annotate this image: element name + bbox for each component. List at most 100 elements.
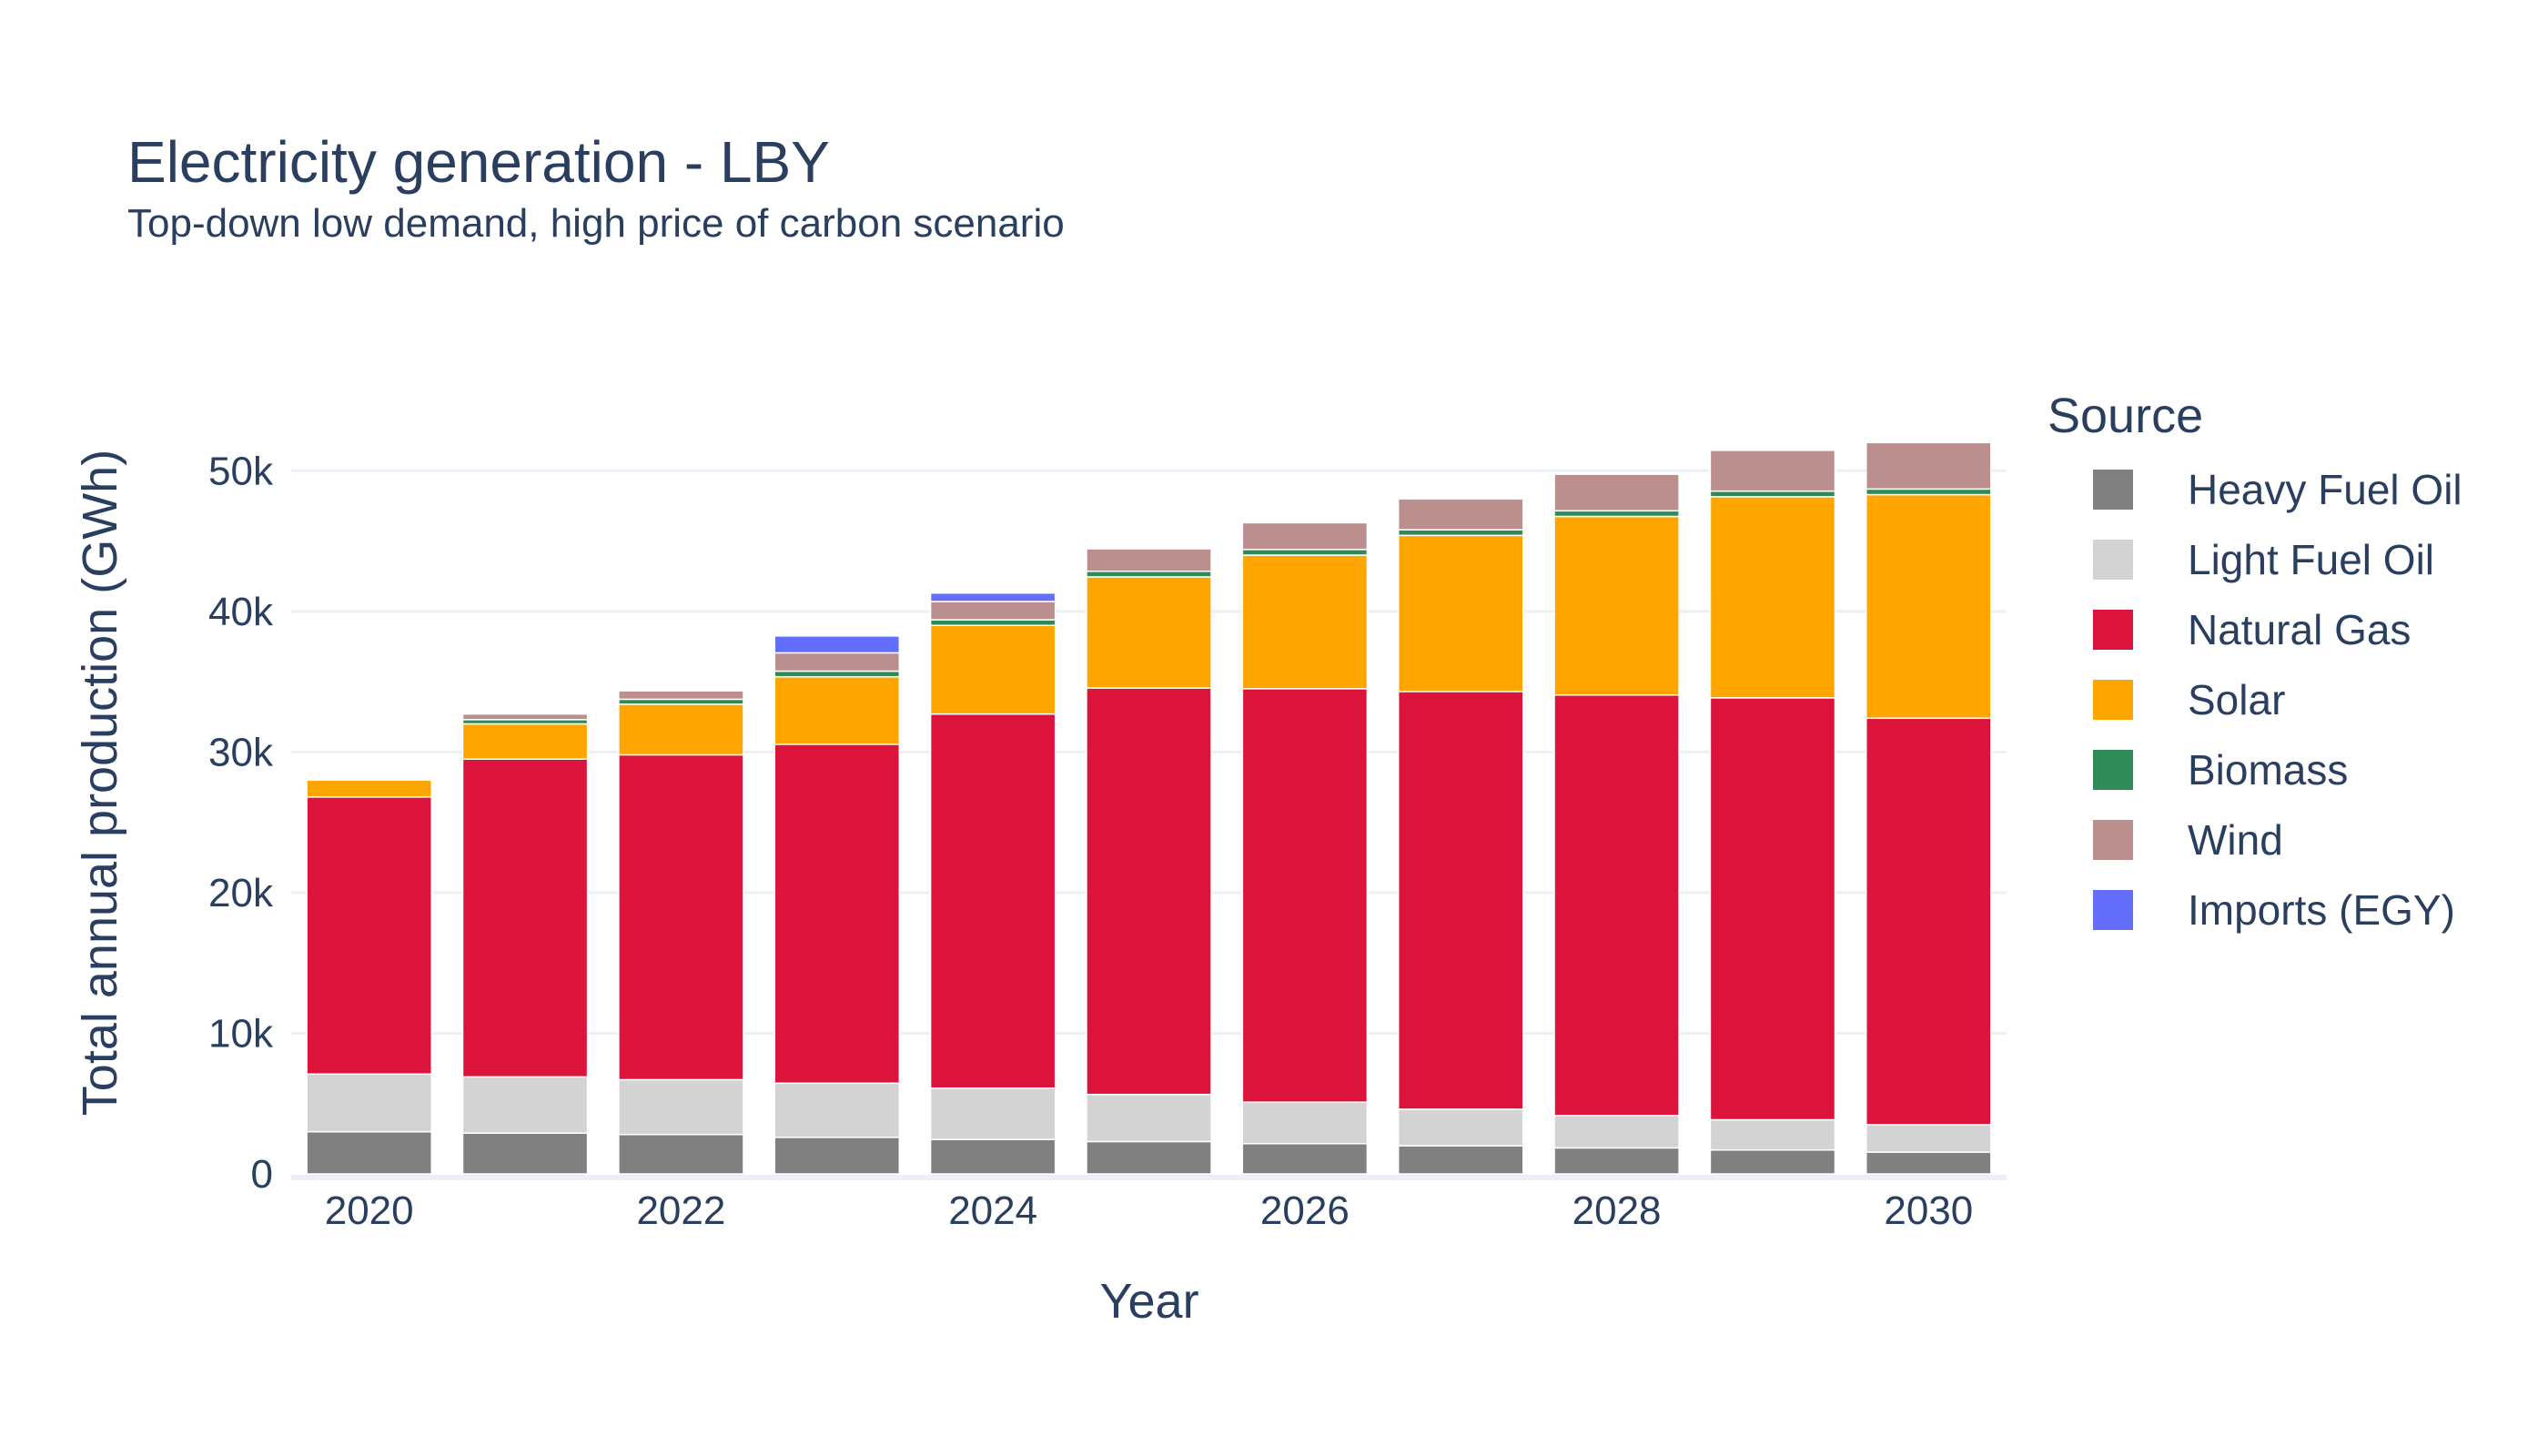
legend-item-label: Solar — [2188, 676, 2285, 723]
bar-segment — [1241, 688, 1369, 1103]
x-tick-label: 2028 — [1572, 1188, 1662, 1233]
chart-title: Electricity generation - LBY — [127, 129, 830, 195]
bar-segment — [1553, 1115, 1680, 1149]
legend-swatch — [2093, 470, 2133, 510]
bar-segment — [1709, 496, 1836, 699]
bar-segment — [1866, 1151, 1992, 1175]
bar-segment — [774, 1082, 901, 1138]
y-tick-label: 40k — [208, 590, 274, 634]
legend-swatch — [2093, 820, 2133, 860]
bar-segment — [1553, 1147, 1680, 1175]
x-tick-label: 2026 — [1260, 1188, 1350, 1233]
bar-segment — [1709, 697, 1836, 1121]
bar-segment — [1241, 549, 1369, 556]
bar-segment — [1866, 488, 1992, 496]
bar-segment — [306, 1073, 432, 1133]
bar-segment — [618, 753, 744, 1081]
bar-segment — [618, 703, 744, 756]
bar-segment — [929, 592, 1057, 602]
y-axis-title: Total annual production (GWh) — [73, 450, 127, 1116]
bar-segment — [1709, 490, 1836, 498]
bar-segment — [774, 635, 901, 654]
bar-segment — [1086, 1140, 1212, 1175]
y-tick-label: 50k — [208, 449, 274, 493]
x-tick-label: 2022 — [636, 1188, 725, 1233]
bar-segment — [774, 652, 901, 672]
bar-segment — [1397, 534, 1524, 693]
bar-segment — [929, 1138, 1057, 1175]
bar-segment — [461, 1132, 589, 1175]
legend-item-label: Heavy Fuel Oil — [2188, 466, 2462, 513]
bar-segment — [1709, 450, 1836, 492]
bar-segment — [306, 1130, 432, 1175]
x-axis-title: Year — [1099, 1274, 1198, 1329]
bar-segment — [1241, 554, 1369, 690]
legend-item-label: Wind — [2188, 816, 2283, 864]
bar-segment — [1866, 441, 1992, 490]
bar-segment — [929, 619, 1057, 627]
bar-segment — [306, 779, 432, 798]
legend-title: Source — [2048, 389, 2203, 443]
bar-segment — [1086, 548, 1212, 572]
legend-item-label: Imports (EGY) — [2188, 886, 2455, 934]
bar-segment — [1397, 498, 1524, 531]
y-tick-label: 20k — [208, 871, 274, 915]
bar-segment — [1709, 1118, 1836, 1151]
bar-segment — [1397, 1108, 1524, 1147]
bars — [306, 441, 1992, 1175]
bar-segment — [1866, 1124, 1992, 1153]
bar-segment — [618, 698, 744, 705]
bar-segment — [774, 670, 901, 678]
bar-segment — [1241, 1143, 1369, 1175]
legend-item-label: Natural Gas — [2188, 606, 2411, 653]
bar-segment — [929, 601, 1057, 621]
legend-swatch — [2093, 750, 2133, 790]
bar-segment — [1553, 510, 1680, 518]
bar-segment — [1086, 1093, 1212, 1143]
bar-segment — [1553, 694, 1680, 1117]
legend-swatch — [2093, 680, 2133, 720]
legend-item-label: Light Fuel Oil — [2188, 536, 2434, 583]
bar-segment — [618, 1133, 744, 1175]
x-tick-label: 2024 — [948, 1188, 1037, 1233]
legend-item-label: Biomass — [2188, 746, 2348, 794]
y-axis-ticks: 0 10k 20k 30k 40k 50k — [208, 449, 274, 1197]
x-axis-ticks: 2020 2022 2024 2026 2028 2030 — [325, 1188, 1974, 1233]
bar-segment — [461, 758, 589, 1078]
chart-subtitle: Top-down low demand, high price of carbo… — [127, 201, 1065, 246]
bar-segment — [1241, 521, 1369, 551]
legend-swatch — [2093, 890, 2133, 930]
bar-segment — [1553, 515, 1680, 696]
bar-segment — [1086, 571, 1212, 578]
bar-segment — [929, 1087, 1057, 1140]
bar-segment — [1086, 576, 1212, 689]
bar-segment — [1709, 1148, 1836, 1175]
bar-segment — [461, 713, 589, 721]
legend: Source Heavy Fuel Oil Light Fuel Oil Natur… — [2048, 389, 2462, 934]
bar-segment — [461, 723, 589, 760]
bar-segment — [306, 796, 432, 1076]
x-tick-label: 2030 — [1884, 1188, 1973, 1233]
bar-segment — [1866, 717, 1992, 1126]
bar-segment — [1397, 691, 1524, 1110]
bar-segment — [929, 713, 1057, 1089]
bar-segment — [774, 675, 901, 745]
y-tick-label: 30k — [208, 730, 274, 774]
bar-segment — [618, 1078, 744, 1136]
y-tick-label: 10k — [208, 1011, 274, 1056]
legend-swatch — [2093, 610, 2133, 650]
bar-segment — [774, 1137, 901, 1175]
y-tick-label: 0 — [251, 1152, 273, 1197]
bar-segment — [461, 1076, 589, 1134]
legend-swatch — [2093, 540, 2133, 580]
bar-segment — [618, 690, 744, 701]
x-tick-label: 2020 — [325, 1188, 414, 1233]
bar-segment — [1086, 687, 1212, 1096]
bar-segment — [1866, 493, 1992, 720]
bar-segment — [1397, 1145, 1524, 1175]
bar-segment — [774, 743, 901, 1085]
bar-segment — [1553, 473, 1680, 512]
bar-segment — [929, 624, 1057, 715]
bar-segment — [1241, 1101, 1369, 1145]
